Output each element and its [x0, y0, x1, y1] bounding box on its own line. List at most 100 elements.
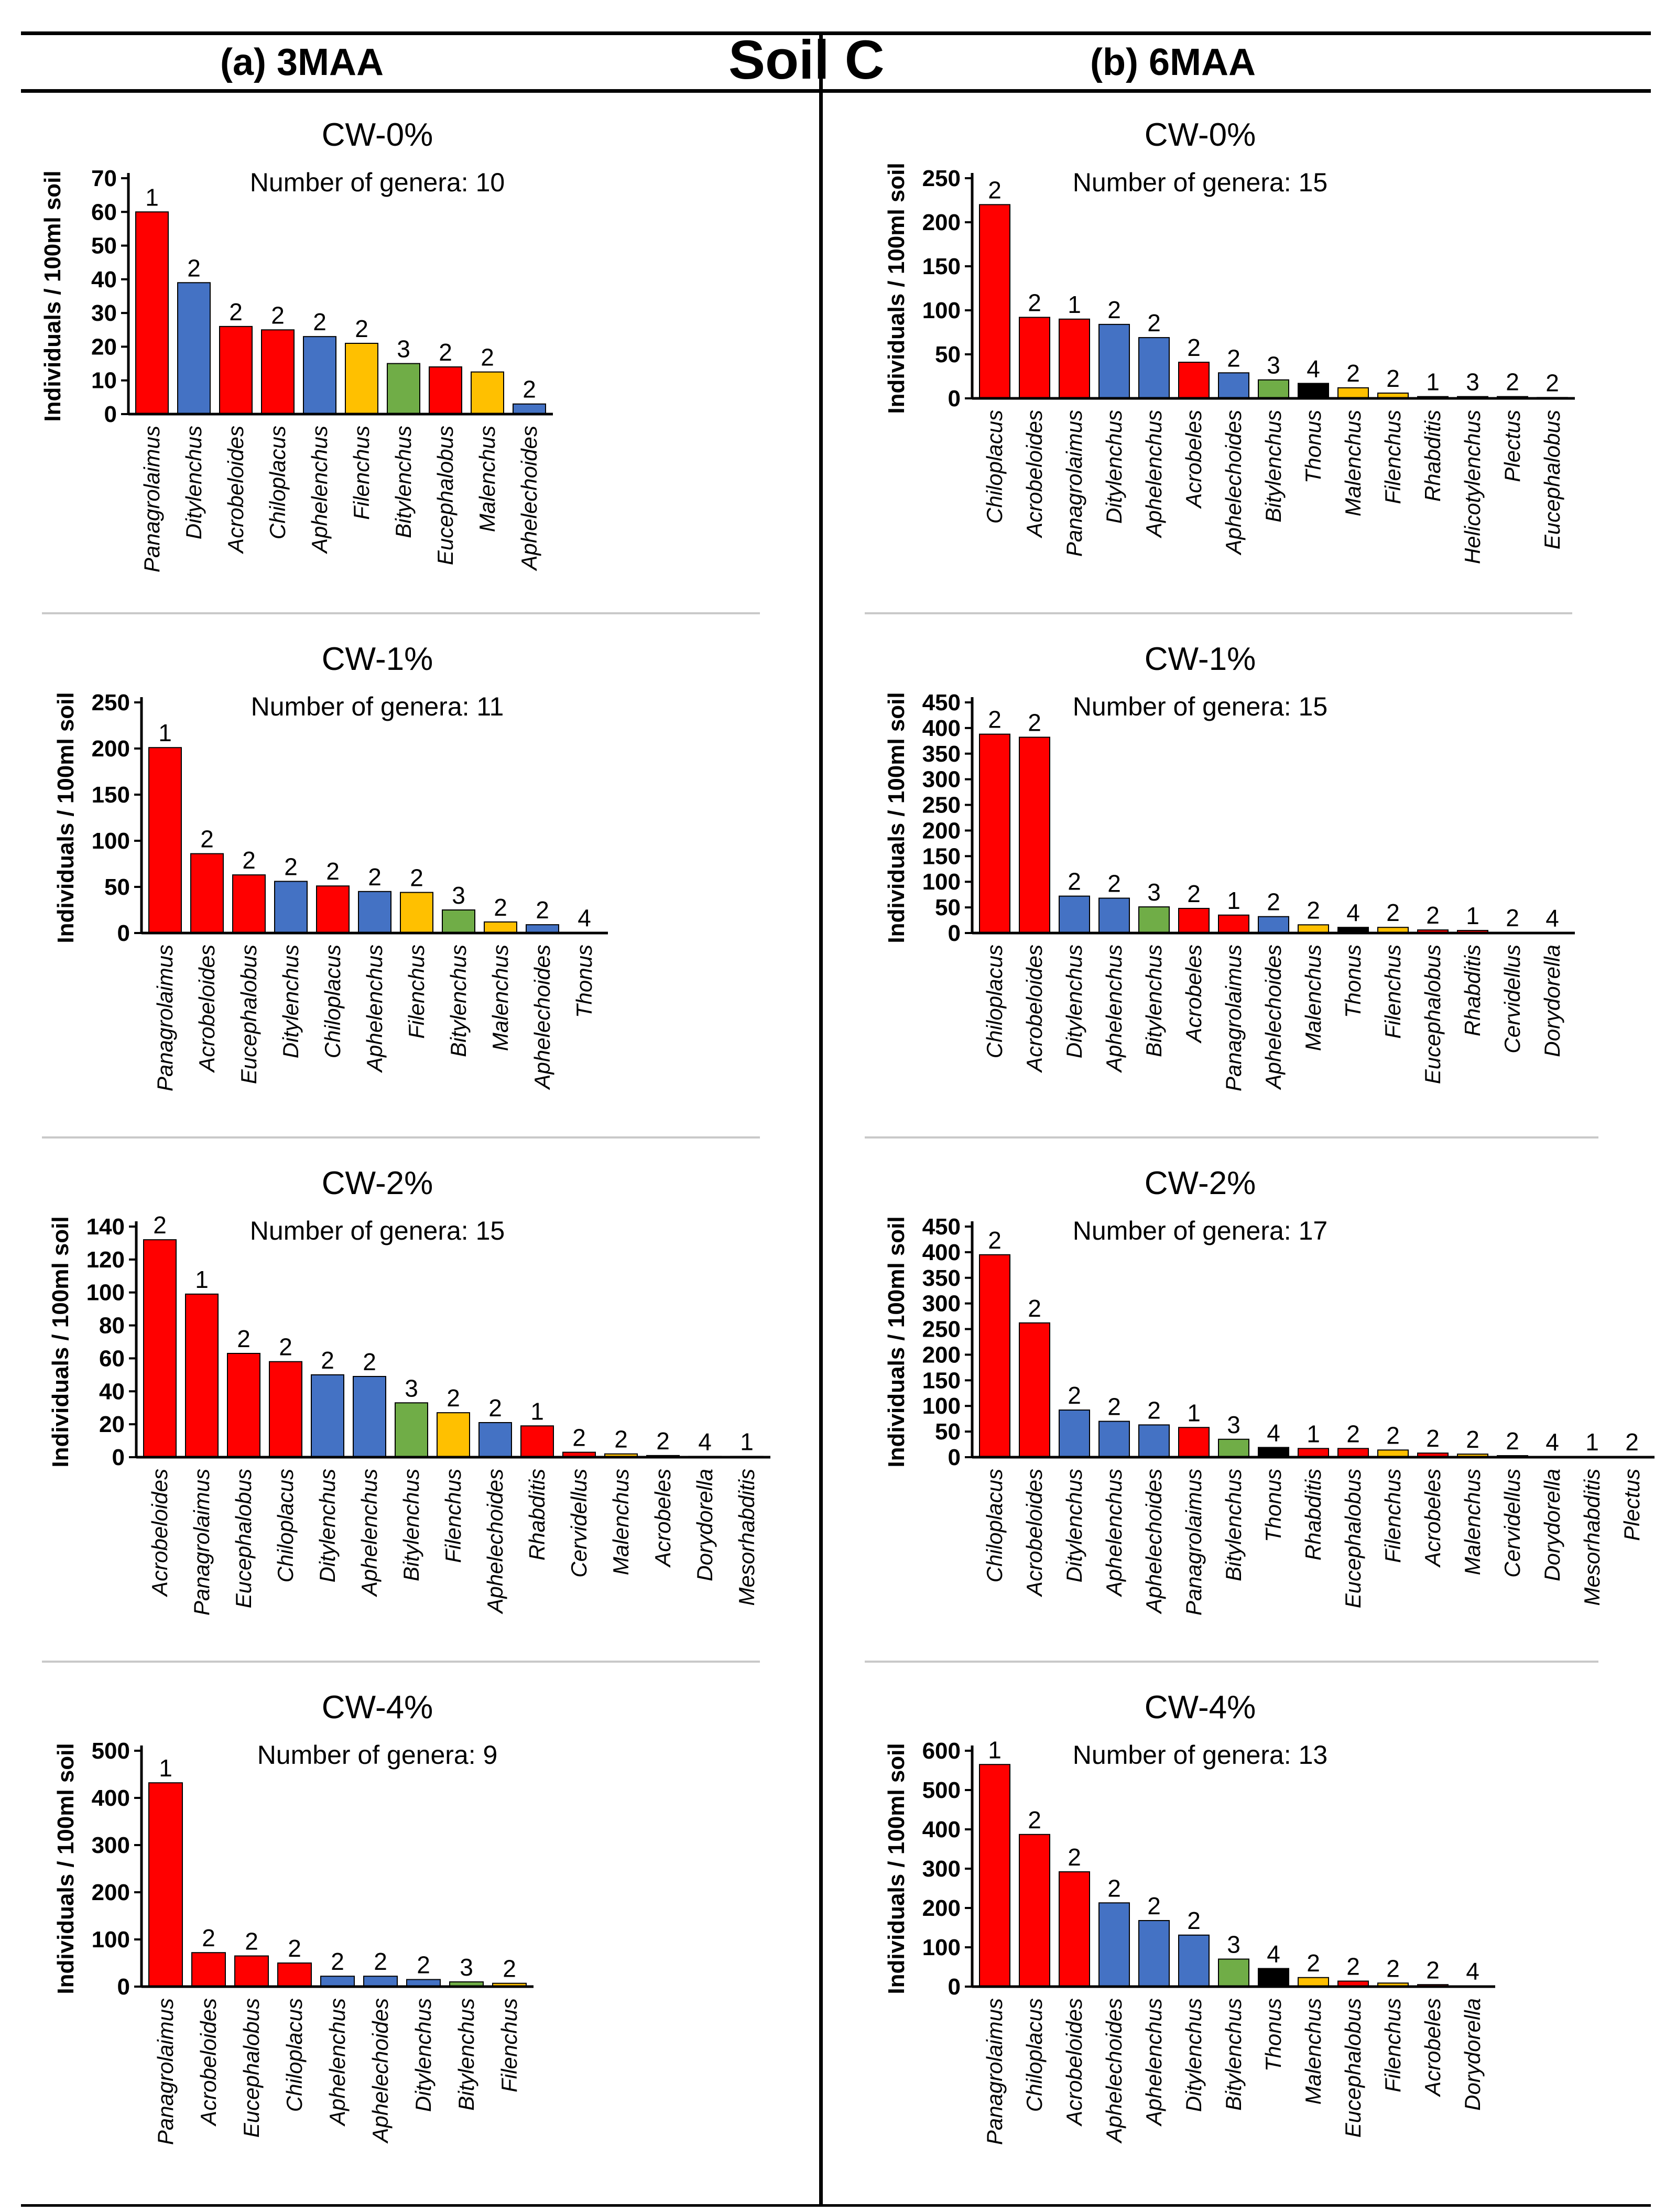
data-label: 1 [1068, 291, 1081, 318]
y-tick-label: 400 [92, 1785, 130, 1811]
category-label: Panagrolaimus [153, 1998, 178, 2145]
y-tick-label: 120 [86, 1247, 125, 1273]
category-label: Ditylenchus [1062, 1469, 1086, 1582]
data-label: 2 [355, 315, 368, 342]
data-label: 3 [1267, 352, 1280, 379]
data-label: 2 [242, 847, 256, 874]
category-label: Filenchus [497, 1998, 521, 2092]
bar [520, 1425, 554, 1458]
data-label: 2 [237, 1325, 251, 1352]
category-label: Filenchus [1380, 1469, 1405, 1563]
y-tick-label: 200 [92, 736, 130, 762]
data-label: 2 [1187, 334, 1201, 361]
category-label: Cervidellus [1500, 1469, 1525, 1578]
bar [1059, 1409, 1090, 1458]
bar [429, 366, 462, 415]
data-label: 2 [1386, 899, 1400, 926]
category-label: Panagrolaimus [139, 426, 164, 572]
data-label: 1 [1466, 902, 1479, 929]
bar [363, 1976, 398, 1988]
bar [1138, 337, 1170, 399]
data-label: 2 [1068, 1844, 1081, 1871]
bottom-rule [21, 2204, 1651, 2207]
data-label: 2 [1346, 1420, 1360, 1447]
data-label: 2 [1546, 369, 1559, 396]
data-label: 2 [1625, 1428, 1639, 1456]
category-label: Acrobeles [1181, 945, 1206, 1044]
chart-subtitle: Number of genera: 17 [1073, 1216, 1327, 1245]
data-label: 4 [1466, 1958, 1479, 1985]
data-label: 2 [331, 1948, 344, 1975]
bar [191, 1952, 226, 1988]
data-label: 2 [614, 1426, 628, 1453]
data-label: 2 [1028, 1295, 1041, 1322]
category-label: Acrobeloides [147, 1469, 172, 1598]
category-label: Rhabditis [1301, 1469, 1325, 1560]
y-tick-label: 400 [922, 1817, 961, 1842]
category-label: Filenchus [404, 945, 429, 1039]
data-label: 2 [245, 1928, 258, 1955]
category-label: Ditylenchus [278, 945, 303, 1058]
data-label: 2 [271, 301, 285, 329]
data-label: 2 [1307, 896, 1320, 924]
bar [177, 282, 211, 415]
category-label: Bitylenchus [1261, 410, 1286, 523]
bar [1178, 362, 1210, 399]
category-label: Plectus [1500, 410, 1525, 482]
data-label: 2 [1506, 904, 1519, 931]
category-label: Acrobeloides [194, 945, 219, 1074]
data-label: 3 [1466, 368, 1479, 396]
category-label: Ditylenchus [1062, 945, 1086, 1058]
category-label: Acrobeloides [1062, 1998, 1086, 2127]
data-label: 3 [452, 882, 465, 909]
category-label: Dorydorella [692, 1469, 717, 1581]
bar [190, 853, 224, 934]
category-label: Ditylenchus [1102, 410, 1126, 524]
chart-title: CW-4% [1145, 1689, 1256, 1726]
bar [1178, 908, 1210, 934]
data-label: 1 [1227, 887, 1240, 914]
category-label: Acrobeles [1181, 410, 1206, 509]
y-tick-label: 450 [922, 690, 961, 715]
y-tick-label: 200 [922, 1342, 961, 1368]
data-label: 1 [158, 719, 172, 746]
y-tick-label: 80 [99, 1313, 125, 1339]
bar [1258, 1447, 1289, 1458]
y-tick-label: 400 [922, 715, 961, 741]
data-label: 4 [1546, 905, 1559, 932]
y-tick-label: 50 [935, 342, 961, 367]
bar [143, 1239, 177, 1458]
data-label: 2 [1107, 1393, 1121, 1421]
category-label: Eucephalobus [231, 1469, 256, 1608]
y-tick-label: 200 [92, 1880, 130, 1905]
data-label: 2 [1386, 365, 1400, 392]
data-label: 2 [1466, 1426, 1479, 1453]
data-label: 2 [656, 1427, 670, 1455]
category-label: Rhabditis [525, 1469, 549, 1560]
data-label: 2 [536, 896, 549, 924]
data-label: 2 [988, 1227, 1002, 1254]
data-label: 2 [988, 176, 1002, 203]
bar [1059, 318, 1090, 399]
data-label: 3 [1227, 1411, 1240, 1438]
data-label: 2 [1307, 1949, 1320, 1977]
y-tick-label: 300 [922, 1291, 961, 1317]
data-label: 1 [1585, 1428, 1599, 1456]
data-label: 2 [1346, 1953, 1360, 1980]
category-label: Bitylenchus [446, 945, 471, 1057]
chart-6maa-cw-1: CW-1% Number of genera: 15 Individuals / 1… [884, 641, 1575, 1091]
column-header-3maa: (a) 3MAA [220, 41, 384, 83]
data-label: 1 [988, 1736, 1002, 1763]
bar [442, 909, 475, 934]
data-label: 2 [1386, 1422, 1400, 1449]
bar [979, 1764, 1010, 1987]
data-label: 4 [1546, 1428, 1559, 1456]
category-label: Bitylenchus [399, 1469, 423, 1581]
data-label: 1 [740, 1428, 754, 1455]
data-label: 4 [1267, 1419, 1280, 1446]
bar [1098, 323, 1130, 399]
y-tick-label: 200 [922, 818, 961, 843]
data-label: 2 [374, 1948, 387, 1975]
category-label: Cervidellus [1500, 945, 1525, 1054]
chart-6maa-cw-0: CW-0% Number of genera: 15 Individuals / 1… [884, 117, 1575, 564]
